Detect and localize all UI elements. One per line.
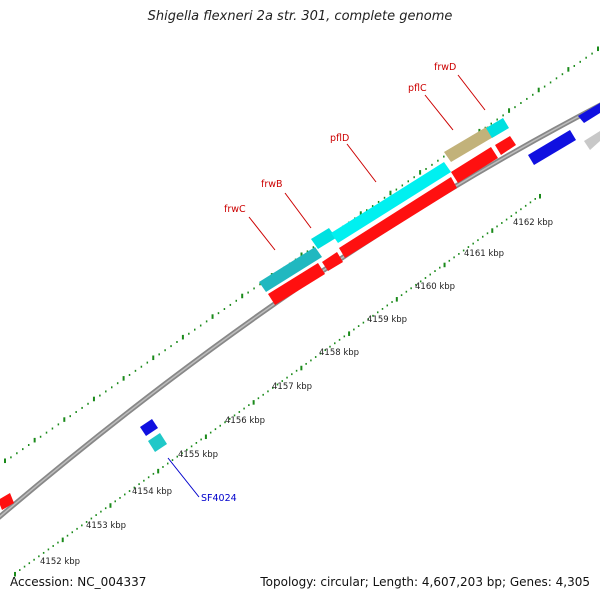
reverse-feature-track <box>0 103 600 510</box>
scale-label-4153: 4153 kbp <box>86 521 126 531</box>
gene-label-frwB[interactable]: frwB <box>261 179 283 190</box>
scale-label-4154: 4154 kbp <box>132 487 172 497</box>
scale-labels: 4152 kbp 4153 kbp 4154 kbp 4155 kbp 4156 kbp… <box>40 218 553 567</box>
gene-block-blue-right[interactable] <box>528 130 576 165</box>
gene-block-red-5[interactable] <box>495 136 516 155</box>
gene-label-SF4024[interactable]: SF4024 <box>201 493 237 504</box>
gene-block-blue-left[interactable] <box>140 419 158 436</box>
scale-label-4158: 4158 kbp <box>319 348 359 358</box>
gene-block-pflD[interactable] <box>331 162 451 243</box>
genome-backbone-highlight <box>0 104 600 518</box>
gene-labels: frwC frwB pflD pflC frwD SF4024 <box>201 62 456 504</box>
gene-label-frwC[interactable]: frwC <box>224 204 246 215</box>
accession-text: Accession: NC_004337 <box>10 575 147 589</box>
scale-label-4152: 4152 kbp <box>40 557 80 567</box>
gene-block-red-4[interactable] <box>451 147 498 183</box>
gene-label-pflC[interactable]: pflC <box>408 83 427 94</box>
gene-block-red-1[interactable] <box>268 263 325 305</box>
scale-label-4157: 4157 kbp <box>272 382 312 392</box>
gene-block-grey-right[interactable] <box>584 131 600 150</box>
map-title: Shigella flexneri 2a str. 301, complete … <box>147 9 453 24</box>
scale-label-4155: 4155 kbp <box>178 450 218 460</box>
scale-label-4161: 4161 kbp <box>464 249 504 259</box>
gene-block-red-left-edge[interactable] <box>0 493 14 510</box>
genome-summary-text: Topology: circular; Length: 4,607,203 bp… <box>260 575 590 589</box>
gene-block-frwC[interactable] <box>259 247 322 292</box>
gene-block-pflC[interactable] <box>444 126 495 162</box>
gene-block-red-3[interactable] <box>339 177 457 258</box>
scale-label-4156: 4156 kbp <box>225 416 265 426</box>
outer-tick-ring <box>4 46 599 464</box>
genome-backbone <box>0 102 600 520</box>
gene-label-pflD[interactable]: pflD <box>330 133 349 144</box>
inner-tick-ring <box>14 193 541 577</box>
scale-label-4162: 4162 kbp <box>513 218 553 228</box>
scale-label-4159: 4159 kbp <box>367 315 407 325</box>
scale-label-4160: 4160 kbp <box>415 282 455 292</box>
gene-block-red-2[interactable] <box>322 252 343 271</box>
gene-label-frwD[interactable]: frwD <box>434 62 456 73</box>
gene-block-frwD[interactable] <box>486 118 509 138</box>
gene-block-frwB[interactable] <box>311 228 336 249</box>
gene-block-SF4024[interactable] <box>148 433 167 452</box>
label-connectors <box>167 74 486 498</box>
forward-feature-track <box>140 118 509 452</box>
gene-block-blue-right-2[interactable] <box>578 103 600 123</box>
